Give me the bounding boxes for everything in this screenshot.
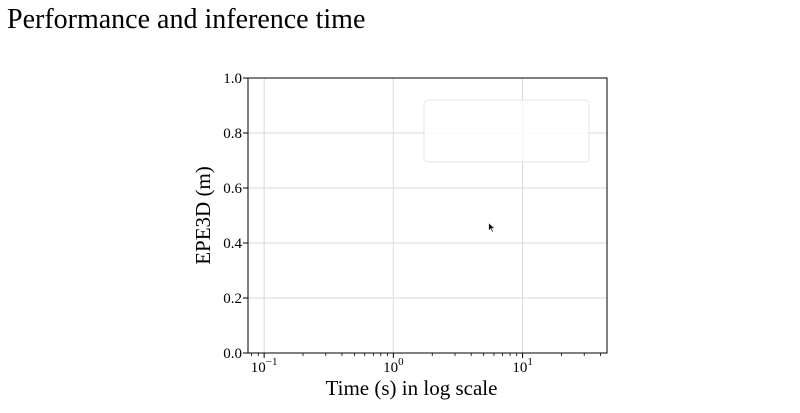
arrow-pointer-icon [488, 222, 497, 233]
x-tick-exponent: 0 [398, 356, 404, 368]
x-tick-base: 10 [251, 360, 266, 376]
x-axis-title: Time (s) in log scale [326, 376, 498, 400]
y-tick-label: 1.0 [223, 71, 242, 87]
legend-box [423, 99, 590, 163]
axis-ticks [243, 77, 601, 358]
x-tick-base: 10 [383, 360, 398, 376]
x-tick-base: 10 [512, 360, 527, 376]
y-tick-label: 0.0 [223, 346, 242, 362]
y-tick-label: 0.8 [223, 126, 242, 142]
x-tick-exponent: 1 [527, 356, 533, 368]
y-tick-label: 0.2 [223, 291, 242, 307]
plot-frame [247, 77, 608, 354]
x-tick-label: 10−1 [251, 356, 278, 376]
x-tick-exponent: −1 [266, 356, 278, 368]
x-tick-label: 100 [383, 356, 404, 376]
y-tick-label: 0.4 [223, 236, 242, 252]
x-tick-label: 101 [512, 356, 533, 376]
page-heading: Performance and inference time [7, 4, 366, 35]
y-tick-label: 0.6 [223, 181, 242, 197]
tick-labels: 0.00.20.40.60.81.010−1 100 101 [223, 71, 533, 376]
y-axis-title: EPE3D (m) [191, 166, 215, 265]
